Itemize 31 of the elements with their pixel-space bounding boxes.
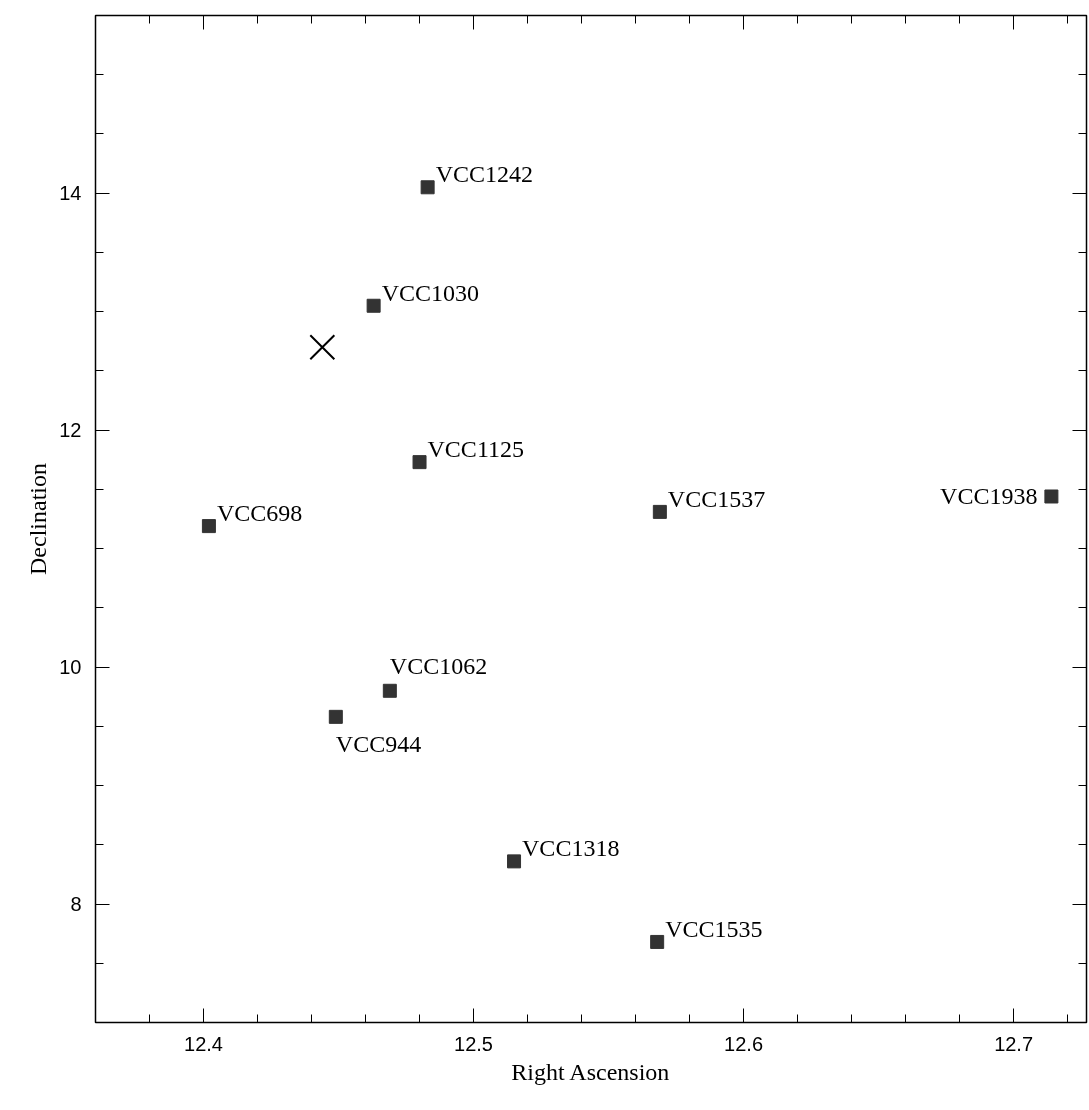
x-tick-label: 12.5 [454, 1032, 494, 1055]
annotation: VCC1125 [427, 436, 524, 463]
point [309, 334, 336, 361]
point [507, 854, 522, 869]
point [412, 455, 427, 470]
annotation: VCC698 [216, 500, 303, 527]
annotation: VCC1938 [940, 483, 1038, 510]
annotation: VCC1242 [435, 161, 533, 188]
x-tick-label: 12.4 [184, 1032, 223, 1055]
point [328, 709, 343, 724]
annotation: VCC1062 [389, 652, 488, 679]
annotation: VCC944 [335, 730, 422, 757]
y-tick-label: 14 [59, 182, 82, 205]
point [1044, 489, 1059, 504]
point [366, 298, 381, 313]
point [652, 504, 667, 519]
y-tick-label: 8 [70, 893, 82, 916]
y-axis-title: Declination [25, 463, 52, 575]
x-tick-label: 12.6 [724, 1032, 764, 1055]
x-axis-title: Right Ascension [511, 1058, 670, 1085]
x-tick-label: 12.7 [994, 1032, 1034, 1055]
point [201, 519, 216, 534]
point [420, 180, 435, 195]
y-tick-label: 12 [59, 419, 82, 442]
y-tick-label: 10 [59, 656, 82, 679]
point [382, 683, 397, 698]
annotation: VCC1030 [381, 279, 479, 306]
annotation: VCC1318 [522, 835, 620, 862]
point [650, 934, 665, 949]
annotation: VCC1537 [667, 485, 766, 512]
annotation: VCC1535 [665, 915, 763, 942]
